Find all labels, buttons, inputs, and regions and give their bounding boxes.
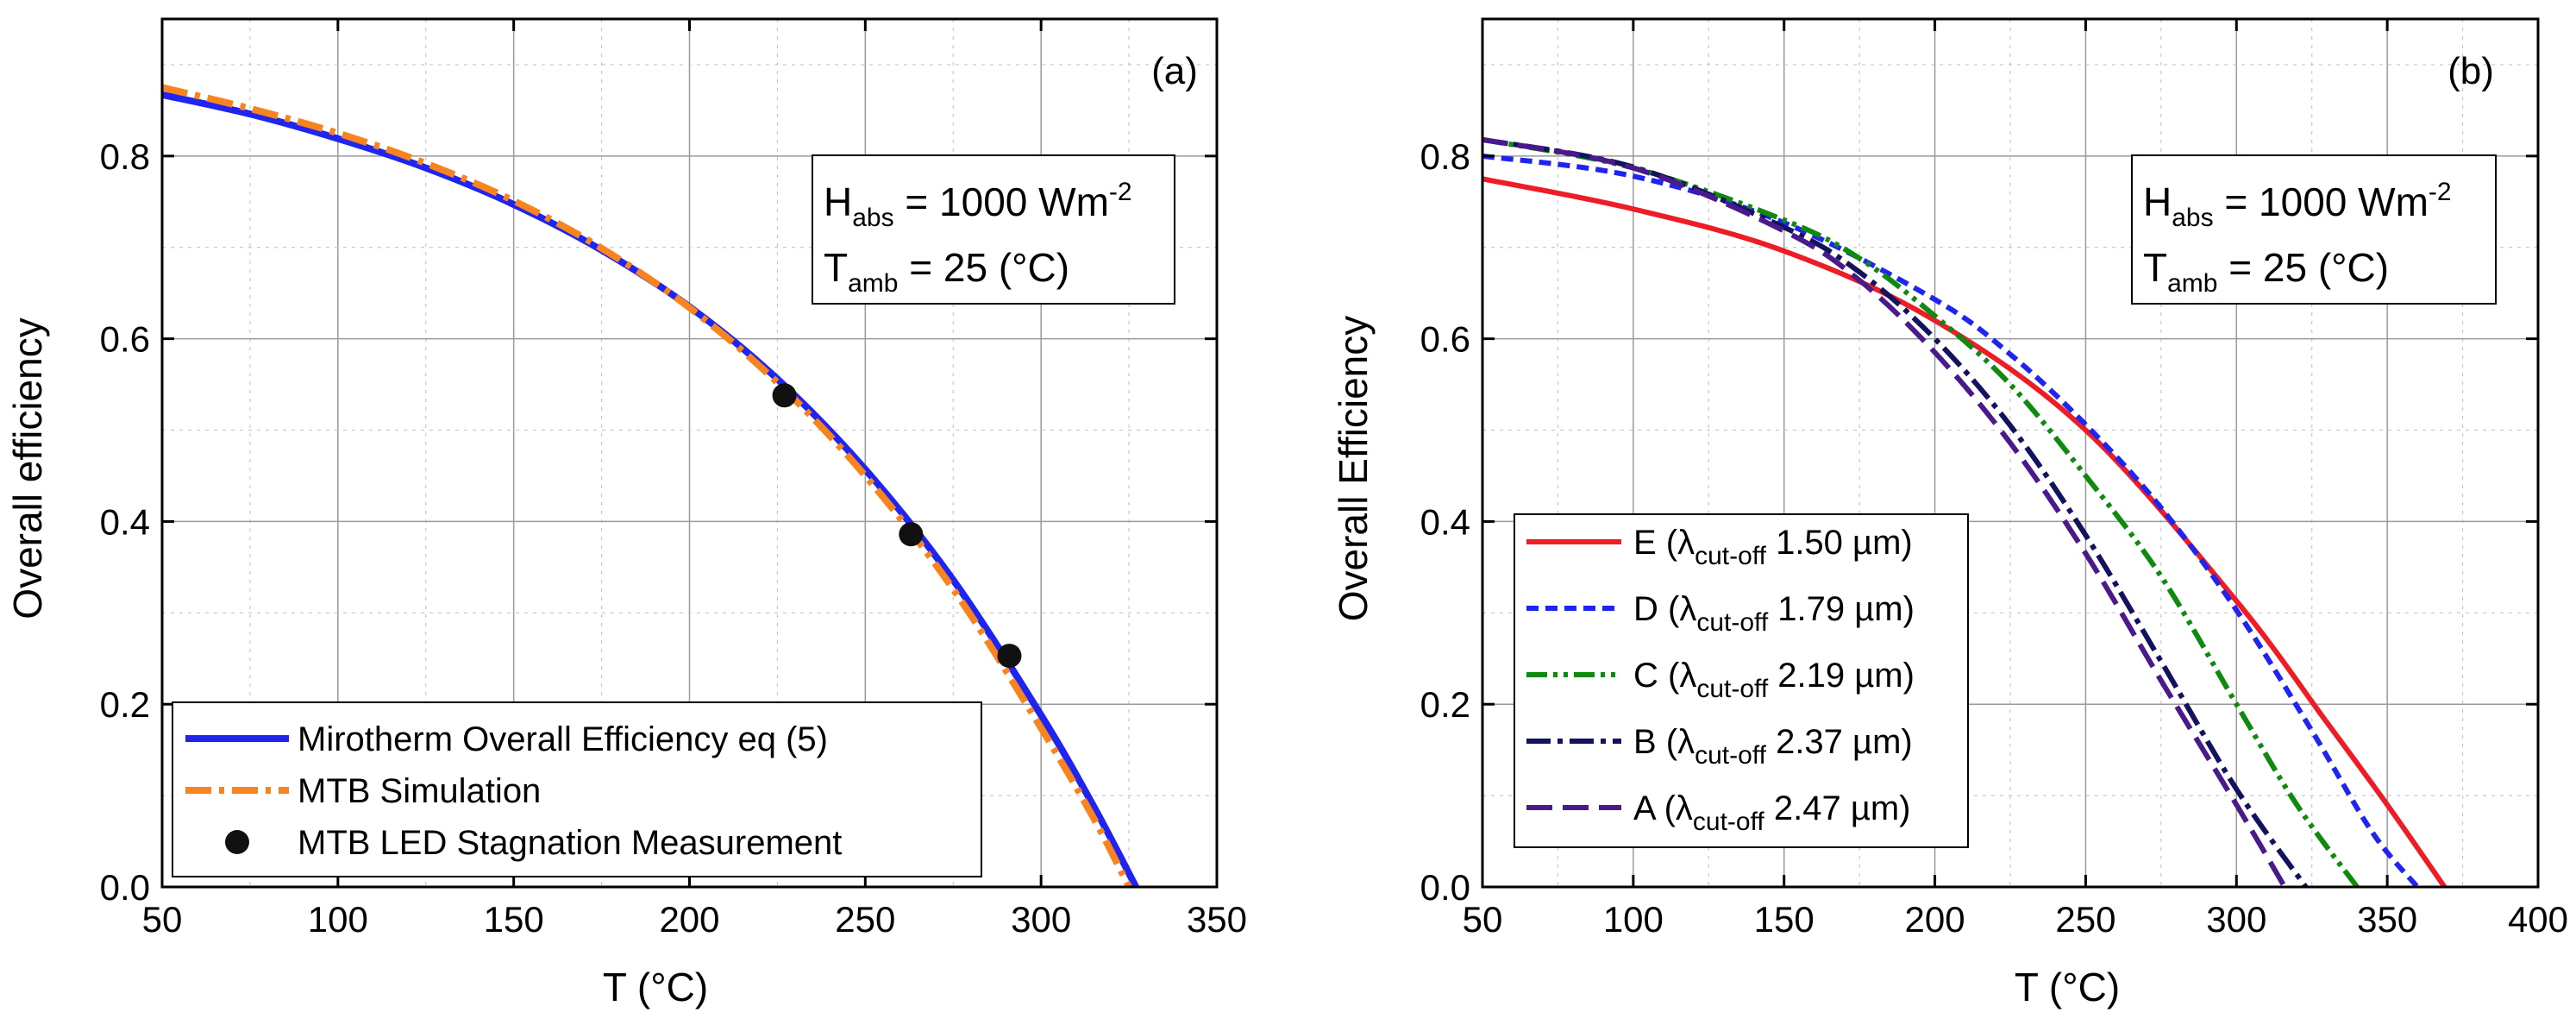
panel-a-y-tick-label-0: 0.0: [100, 867, 150, 908]
panel-a-x-tick-label-3: 200: [659, 899, 719, 940]
panel-a-legend-marker-measurement: [225, 830, 249, 854]
panel-b-x-tick-label-3: 200: [1905, 899, 1965, 940]
panel-a-y-tick-label-4: 0.8: [100, 136, 150, 177]
panel-a-x-axis-title: T (°C): [603, 965, 708, 1009]
panel-b-y-tick-label-3: 0.6: [1420, 319, 1470, 360]
panel-b-y-tick-label-2: 0.4: [1420, 501, 1470, 542]
panel-a-label: (a): [1151, 50, 1198, 92]
panel-b: 50 100 150 200 250 300 350 400 0.0 0.2 0.4 0.6 0.8 T…: [1331, 17, 2568, 1009]
panel-b-legend-label-b: B (λcut-off 2.37 µm): [1633, 723, 1913, 770]
panel-b-series-a-line: [1482, 136, 2287, 889]
panel-a-y-tick-label-2: 0.4: [100, 501, 150, 542]
panel-b-x-tick-label-1: 100: [1603, 899, 1664, 940]
panel-b-y-tick-label-1: 0.2: [1420, 684, 1470, 725]
panel-a-series-mirotherm-overall-efficiency-eq-5-line: [161, 91, 1139, 889]
panel-a-series-mtb-led-stagnation-measurement-point-1: [899, 522, 924, 547]
panel-b-info-box: Habs = 1000 Wm-2 Tamb = 25 (°C): [2131, 154, 2497, 305]
panel-a-y-axis-title: Overall efficiency: [5, 318, 50, 619]
panel-a-x-tick-label-6: 350: [1187, 899, 1247, 940]
panel-a-x-tick-label-2: 150: [484, 899, 544, 940]
panel-b-legend-label-d: D (λcut-off 1.79 µm): [1633, 590, 1915, 637]
panel-b-x-axis-title: T (°C): [2015, 965, 2120, 1009]
panel-b-legend-label-c: C (λcut-off 2.19 µm): [1633, 657, 1915, 703]
panel-b-x-tick-label-2: 150: [1754, 899, 1814, 940]
panel-a-info-box-frame: [812, 154, 1175, 305]
panel-b-series: [1482, 136, 2448, 889]
panel-b-info-irradiance: Habs = 1000 Wm-2: [2143, 178, 2452, 232]
panel-a-legend-label-measurement: MTB LED Stagnation Measurement: [298, 824, 842, 862]
panel-b-x-tick-label-6: 350: [2357, 899, 2417, 940]
panel-a-legend: Mirotherm Overall Efficiency eq (5) MTB …: [172, 701, 982, 877]
panel-a-x-tick-label-1: 100: [308, 899, 368, 940]
panel-a-info-box: Habs = 1000 Wm-2 Tamb = 25 (°C): [812, 154, 1175, 305]
panel-a-series-mtb-led-stagnation-measurement-point-2: [997, 644, 1022, 669]
panel-a-x-tick-label-4: 250: [835, 899, 895, 940]
panel-a-x-tick-label-0: 50: [142, 899, 183, 940]
panel-b-label: (b): [2448, 50, 2494, 92]
panel-b-series-e-line: [1482, 176, 2448, 889]
panel-a-ticks: 50 100 150 200 250 300 350 0.0 0.2 0.4 0.6 0.8: [100, 19, 1247, 940]
panel-b-series-b-line: [1482, 136, 2309, 889]
panel-b-ticks: 50 100 150 200 250 300 350 400 0.0 0.2 0.4 0.6 0.8: [1420, 19, 2568, 940]
panel-a-info-ambient: Tamb = 25 (°C): [824, 245, 1069, 298]
panel-b-y-axis-title: Overall Efficiency: [1331, 316, 1376, 622]
panel-a-info-irradiance: Habs = 1000 Wm-2: [824, 178, 1132, 232]
panel-b-legend-label-e: E (λcut-off 1.50 µm): [1633, 524, 1913, 570]
panel-a-legend-label-simulation: MTB Simulation: [298, 772, 541, 810]
panel-b-series-c-line: [1482, 136, 2360, 889]
panel-b-legend-label-a: A (λcut-off 2.47 µm): [1633, 789, 1911, 836]
panel-b-frame: [1481, 17, 2540, 889]
panel-b-x-tick-label-7: 400: [2508, 899, 2568, 940]
panel-b-x-tick-label-4: 250: [2055, 899, 2115, 940]
panel-b-legend: E (λcut-off 1.50 µm) D (λcut-off 1.79 µm…: [1514, 513, 1969, 848]
panel-a-legend-label-mirotherm: Mirotherm Overall Efficiency eq (5): [298, 720, 828, 758]
panel-b-legend-frame: [1514, 513, 1969, 848]
panel-a-series: [161, 84, 1139, 889]
panel-a-y-tick-label-1: 0.2: [100, 684, 150, 725]
panel-b-y-tick-label-4: 0.8: [1420, 136, 1470, 177]
panel-a: 50 100 150 200 250 300 350 0.0 0.2 0.4 0.6 0.8 T (°…: [5, 17, 1247, 1009]
panel-a-series-mtb-simulation-line: [161, 84, 1132, 889]
panel-b-info-ambient: Tamb = 25 (°C): [2143, 245, 2389, 298]
panel-b-x-tick-label-5: 300: [2206, 899, 2266, 940]
panel-b-info-box-frame: [2131, 154, 2497, 305]
panel-a-series-mtb-led-stagnation-measurement-point-0: [772, 383, 797, 408]
panel-b-y-tick-label-0: 0.0: [1420, 867, 1470, 908]
panel-a-x-tick-label-5: 300: [1011, 899, 1071, 940]
panel-a-legend-frame: [172, 701, 982, 877]
panel-b-x-tick-label-0: 50: [1463, 899, 1503, 940]
panel-a-y-tick-label-3: 0.6: [100, 319, 150, 360]
